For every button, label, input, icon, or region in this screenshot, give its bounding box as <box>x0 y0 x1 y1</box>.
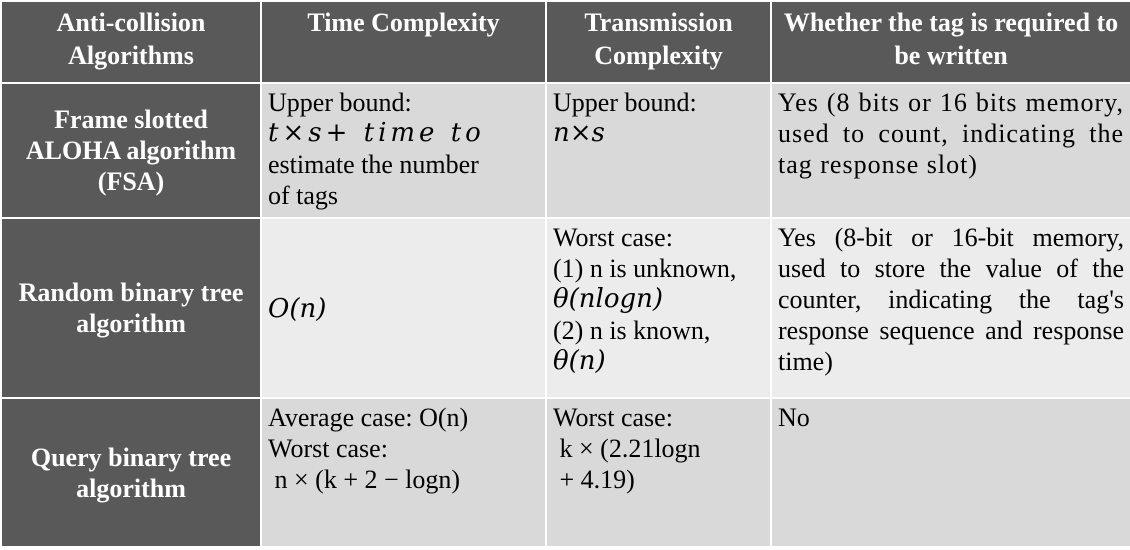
cell-query-written: No <box>772 399 1130 546</box>
cell-random-written: Yes (8-bit or 16-bit memory, used to sto… <box>772 219 1130 397</box>
query-transmission-line-2: k × (2.21logn <box>553 434 701 463</box>
header-tag-written: Whether the tag is required to be writte… <box>772 2 1130 82</box>
row-header-fsa: Frame slotted ALOHA algorithm (FSA) <box>2 84 260 217</box>
query-time-line-2: Worst case: <box>268 434 388 463</box>
row-header-random-binary-tree: Random binary tree algorithm <box>2 219 260 397</box>
cell-query-transmission: Worst case: k × (2.21logn + 4.19) <box>547 399 770 546</box>
query-transmission-line-3: + 4.19) <box>553 465 635 494</box>
random-transmission-line-4: (2) n is known, <box>553 316 711 345</box>
header-transmission-complexity: Transmission Complexity <box>547 2 770 82</box>
fsa-time-line-2: t×s+ time to <box>268 118 485 148</box>
random-time-line-1: O(n) <box>268 294 327 324</box>
query-transmission-line-1: Worst case: <box>553 403 673 432</box>
cell-query-time: Average case: O(n) Worst case: n × (k + … <box>262 399 545 546</box>
random-transmission-line-5: θ(n) <box>553 346 606 376</box>
header-time-complexity: Time Complexity <box>262 2 545 82</box>
fsa-time-line-3: estimate the number <box>268 150 479 179</box>
query-time-line-3: n × (k + 2 − logn) <box>268 465 461 494</box>
fsa-transmission-line-1: Upper bound: <box>553 88 697 117</box>
row-header-query-binary-tree: Query binary tree algorithm <box>2 399 260 546</box>
random-transmission-line-2: (1) n is unknown, <box>553 254 737 283</box>
fsa-transmission-line-2: n×s <box>553 118 605 148</box>
random-transmission-line-1: Worst case: <box>553 223 673 252</box>
cell-fsa-transmission: Upper bound: n×s <box>547 84 770 217</box>
header-algorithms: Anti-collision Algorithms <box>2 2 260 82</box>
query-time-line-1: Average case: O(n) <box>268 403 469 432</box>
fsa-time-line-4: of tags <box>268 181 339 210</box>
fsa-time-line-1: Upper bound: <box>268 88 412 117</box>
cell-random-time: O(n) <box>262 219 545 397</box>
cell-random-transmission: Worst case: (1) n is unknown, θ(nlogn) (… <box>547 219 770 397</box>
cell-fsa-time: Upper bound: t×s+ time to estimate the n… <box>262 84 545 217</box>
random-transmission-line-3: θ(nlogn) <box>553 284 664 314</box>
cell-fsa-written: Yes (8 bits or 16 bits memory, used to c… <box>772 84 1130 217</box>
